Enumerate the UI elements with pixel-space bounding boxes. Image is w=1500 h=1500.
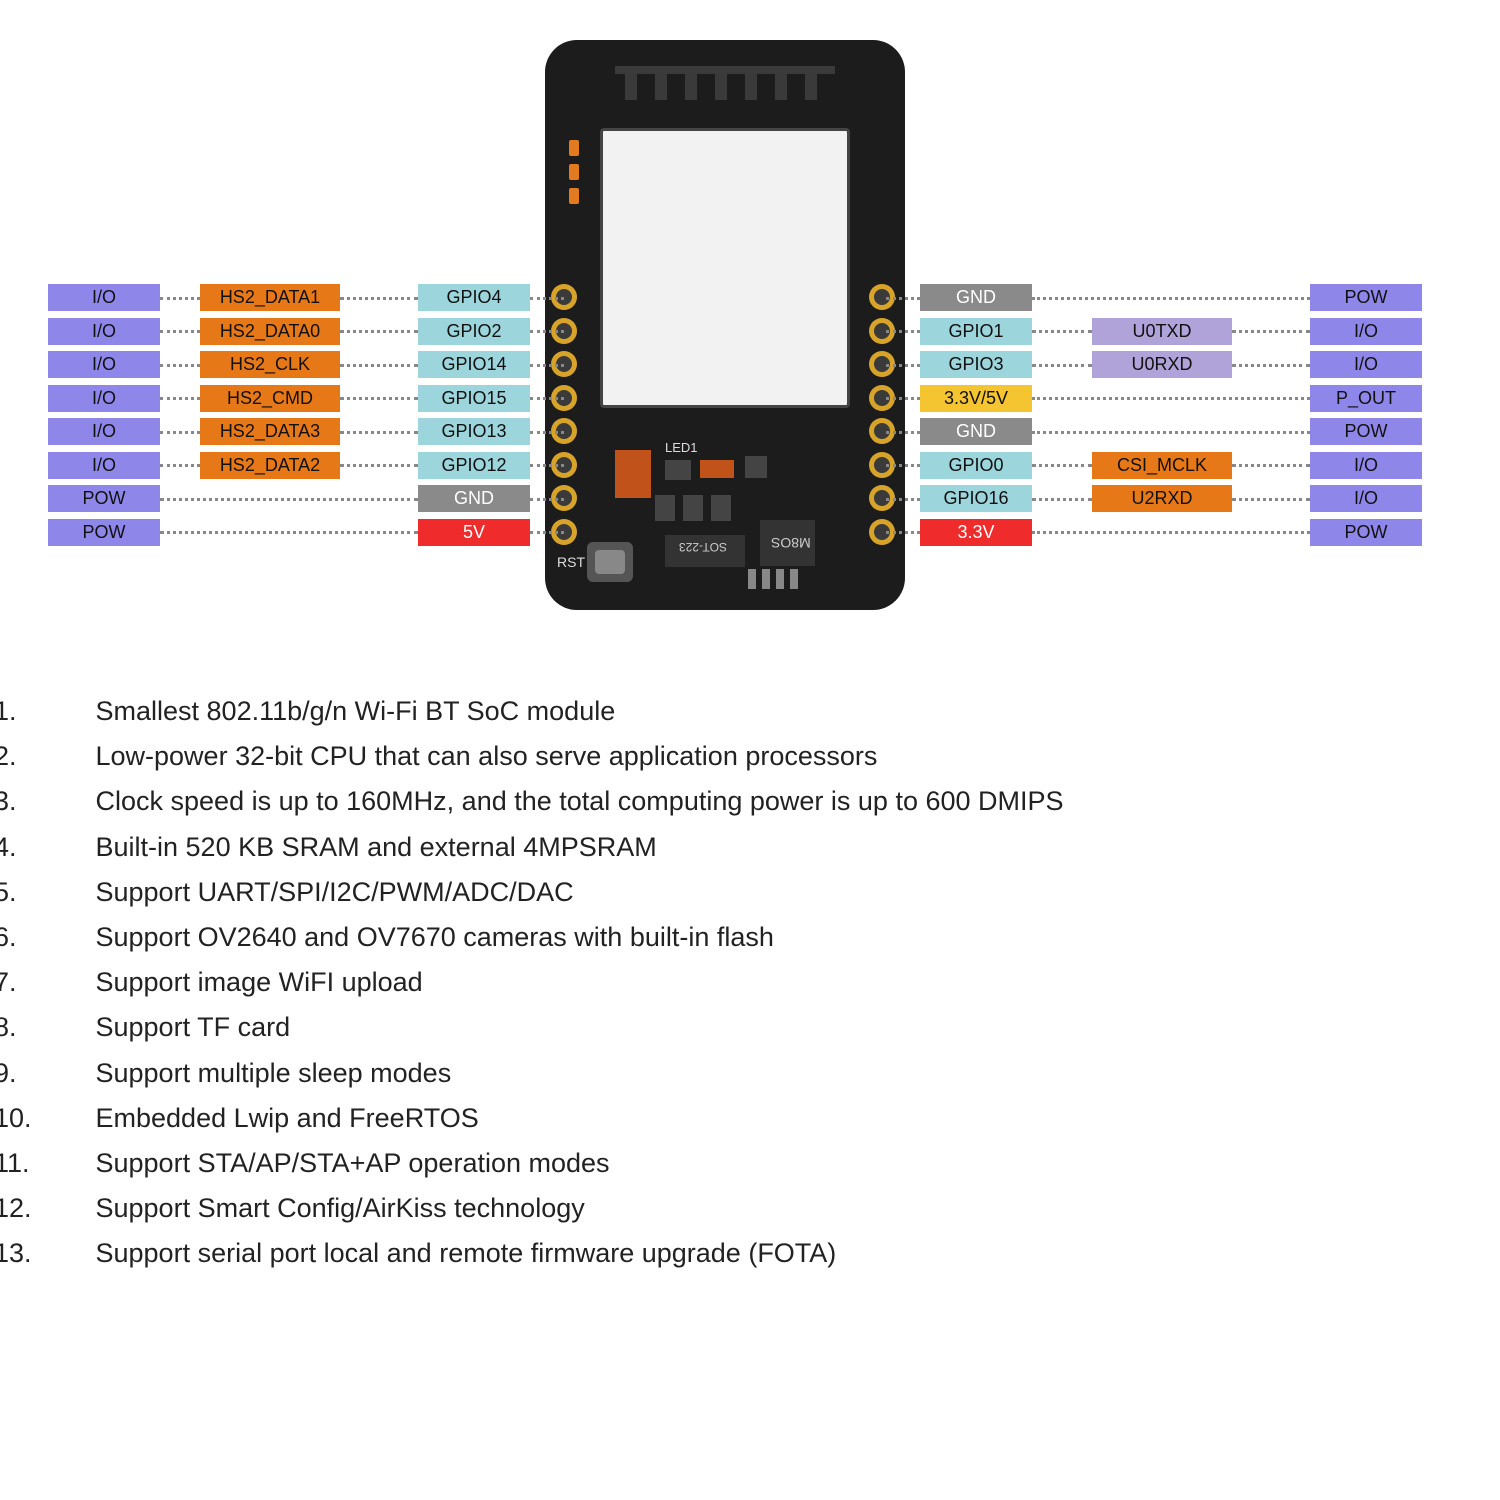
pin-label: I/O (1310, 452, 1422, 479)
pin-label: I/O (1310, 485, 1422, 512)
feature-item: 4. Built-in 520 KB SRAM and external 4MP… (50, 826, 1450, 869)
left-small-pads (569, 140, 579, 212)
pin-label: HS2_DATA2 (200, 452, 340, 479)
pin-label: GPIO14 (418, 351, 530, 378)
reset-label: RST (557, 554, 585, 570)
pin-label: HS2_DATA3 (200, 418, 340, 445)
right-col-gpio: GND GPIO1 GPIO3 3.3V/5V GND GPIO0 GPIO16 3.3V (920, 284, 1032, 552)
pin-label: GND (418, 485, 530, 512)
pin-label: HS2_CLK (200, 351, 340, 378)
pin-label: HS2_DATA0 (200, 318, 340, 345)
pin-label: GPIO0 (920, 452, 1032, 479)
feature-item: 5. Support UART/SPI/I2C/PWM/ADC/DAC (50, 871, 1450, 914)
pin-label: U2RXD (1092, 485, 1232, 512)
feature-item: 2. Low-power 32-bit CPU that can also se… (50, 735, 1450, 778)
feature-list: 1. Smallest 802.11b/g/n Wi-Fi BT SoC mod… (30, 660, 1470, 1275)
dev-board: LED1 M8OS SOT-223 RST (545, 40, 905, 610)
pin-label: HS2_CMD (200, 385, 340, 412)
feature-item: 6. Support OV2640 and OV7670 cameras wit… (50, 916, 1450, 959)
antenna-trace (615, 66, 835, 106)
pin-label: POW (1310, 519, 1422, 546)
left-col-gpio: GPIO4 GPIO2 GPIO14 GPIO15 GPIO13 GPIO12 GND 5V (418, 284, 530, 552)
pin-label: GPIO12 (418, 452, 530, 479)
so8m-silkscreen: M8OS (771, 535, 811, 551)
pin-label: U0RXD (1092, 351, 1232, 378)
pin-label: GPIO13 (418, 418, 530, 445)
feature-item: 7. Support image WiFI upload (50, 961, 1450, 1004)
left-col-io: I/O I/O I/O I/O I/O I/O POW POW (48, 284, 160, 552)
feature-item: 12. Support Smart Config/AirKiss technol… (50, 1187, 1450, 1230)
feature-item: 9. Support multiple sleep modes (50, 1052, 1450, 1095)
pin-label: P_OUT (1310, 385, 1422, 412)
pin-label: I/O (1310, 318, 1422, 345)
pin-label: POW (1310, 418, 1422, 445)
pin-label: 5V (418, 519, 530, 546)
right-col-alt: U0TXD U0RXD CSI_MCLK U2RXD (1092, 284, 1232, 552)
led1-silkscreen: LED1 (665, 440, 698, 455)
pin-label: I/O (48, 284, 160, 311)
pin-label: 3.3V/5V (920, 385, 1032, 412)
pin-label: U0TXD (1092, 318, 1232, 345)
feature-item: 1. Smallest 802.11b/g/n Wi-Fi BT SoC mod… (50, 690, 1450, 733)
pin-label: CSI_MCLK (1092, 452, 1232, 479)
pin-label: I/O (48, 418, 160, 445)
pin-label: GND (920, 284, 1032, 311)
pin-label: GPIO4 (418, 284, 530, 311)
pin-label: 3.3V (920, 519, 1032, 546)
sot223-silkscreen: SOT-223 (679, 540, 727, 554)
feature-item: 10. Embedded Lwip and FreeRTOS (50, 1097, 1450, 1140)
pin-label: POW (48, 485, 160, 512)
pin-label: I/O (48, 351, 160, 378)
right-col-io: POW I/O I/O P_OUT POW I/O I/O POW (1310, 284, 1422, 552)
pin-label: GPIO15 (418, 385, 530, 412)
pin-label: POW (1310, 284, 1422, 311)
pin-label: GPIO3 (920, 351, 1032, 378)
pin-label: I/O (1310, 351, 1422, 378)
pin-label: I/O (48, 452, 160, 479)
pin-label: POW (48, 519, 160, 546)
pin-label: GPIO2 (418, 318, 530, 345)
feature-item: 8. Support TF card (50, 1006, 1450, 1049)
feature-item: 11. Support STA/AP/STA+AP operation mode… (50, 1142, 1450, 1185)
header-pads-left (551, 284, 581, 552)
pin-label: I/O (48, 318, 160, 345)
rf-shield (600, 128, 850, 408)
pin-label: I/O (48, 385, 160, 412)
pin-label: GPIO1 (920, 318, 1032, 345)
left-col-alt: HS2_DATA1 HS2_DATA0 HS2_CLK HS2_CMD HS2_DATA… (200, 284, 340, 552)
pin-label: GPIO16 (920, 485, 1032, 512)
bottom-pads (745, 569, 801, 594)
pinout-diagram: LED1 M8OS SOT-223 RST I/OI/OI/OI/OI/OI/O… (30, 40, 1470, 660)
reset-button (587, 542, 633, 582)
pin-label: GND (920, 418, 1032, 445)
feature-item: 13. Support serial port local and remote… (50, 1232, 1450, 1275)
header-pads-right (869, 284, 899, 552)
pin-label: HS2_DATA1 (200, 284, 340, 311)
feature-item: 3. Clock speed is up to 160MHz, and the … (50, 780, 1450, 823)
